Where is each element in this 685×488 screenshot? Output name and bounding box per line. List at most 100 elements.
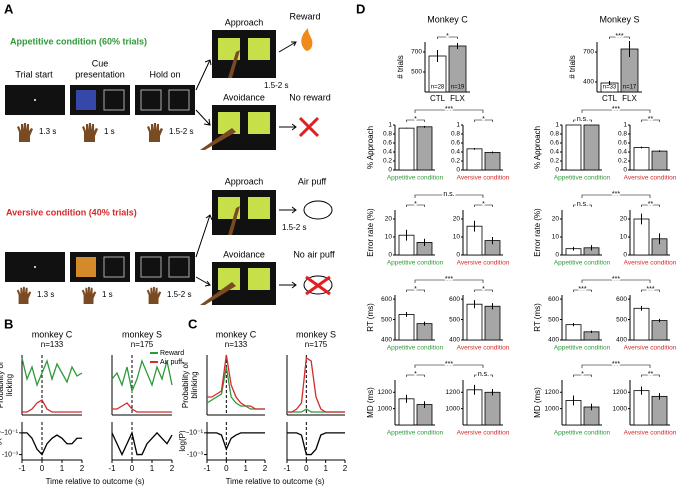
data-line: [206, 366, 265, 410]
outcome-label: Reward: [289, 11, 320, 21]
legend-label: Air puff: [160, 359, 182, 366]
x-tick-label: 0: [40, 464, 45, 473]
outcome-label: Air puff: [298, 176, 327, 186]
sig-label: *: [482, 201, 485, 208]
x-tick-label: -1: [203, 464, 211, 473]
y-tick-label: 500: [381, 316, 392, 323]
bar: [583, 124, 600, 171]
between-bracket: [581, 109, 651, 113]
y-tick-label: 1200: [446, 389, 461, 396]
chart-title: monkey S: [122, 329, 162, 339]
y-tick-label: 0: [388, 167, 392, 174]
x-axis-label: Aversive condition: [624, 345, 677, 352]
y-axis-label: Error rate (%): [533, 208, 542, 257]
x-tick-label: 1: [243, 464, 248, 473]
sig-label: *: [446, 33, 449, 40]
y-axis-label: # trials: [396, 55, 405, 79]
bar: [466, 389, 483, 426]
sig-bracket: [573, 119, 592, 122]
sig-label: **: [648, 371, 654, 378]
sig-label: *: [414, 201, 417, 208]
appetitive-title: Appetitive condition (60% trials): [10, 36, 147, 46]
y-tick-label: 0.4: [383, 149, 392, 156]
y-tick-label: 0.2: [451, 158, 460, 165]
x-axis-label: Aversive condition: [624, 260, 677, 267]
x-tick-label: 1: [60, 464, 65, 473]
x-axis-label: Appetitive condition: [554, 430, 611, 437]
chart-title: Monkey C: [427, 14, 468, 24]
data-line: [207, 354, 265, 410]
between-sig: ***: [612, 361, 620, 368]
x-axis-label: Appetitive condition: [554, 260, 611, 267]
x-axis-label: Time relative to outcome (s): [46, 477, 145, 486]
outcome-label: Approach: [225, 17, 264, 27]
y-tick-label: 1000: [613, 405, 628, 412]
y-tick-label: 1000: [446, 405, 461, 412]
y-tick-label: 0.8: [618, 131, 627, 138]
sig-label: *: [482, 116, 485, 123]
y-tick-label: 0.6: [550, 140, 559, 147]
sig-label: *: [414, 371, 417, 378]
data-line: [21, 357, 83, 387]
bar: [416, 126, 433, 171]
sig-bracket: [406, 119, 425, 122]
bar: [651, 395, 668, 426]
bar: [651, 150, 668, 171]
y-tick-label: 0: [623, 167, 627, 174]
x-axis-label: Time relative to outcome (s): [226, 477, 325, 486]
between-sig: ***: [445, 276, 453, 283]
x-axis-label: Appetitive condition: [387, 345, 444, 352]
n-label: n=17: [623, 85, 637, 91]
y-tick-label: 0: [456, 252, 460, 259]
duration: 1.3 s: [39, 127, 56, 136]
x-axis-label: Aversive condition: [457, 345, 510, 352]
sig-bracket: [474, 204, 493, 207]
x-tick-label: FLX: [450, 94, 465, 103]
outcome-label: Approach: [225, 176, 264, 186]
sig-label: ***: [646, 286, 654, 293]
sig-bracket: [474, 289, 493, 292]
n-label: n=19: [451, 85, 465, 91]
y-tick-label: 500: [616, 316, 627, 323]
y-axis-label: Probability of: [0, 361, 5, 408]
data-line: [207, 432, 265, 451]
sig-label: *: [414, 286, 417, 293]
y-axis-label: licking: [5, 374, 14, 396]
x-tick-label: 1: [150, 464, 155, 473]
y-tick-label: -10⁻³: [2, 451, 19, 458]
y-tick-label: 0.8: [451, 131, 460, 138]
data-line: [22, 399, 82, 413]
sig-bracket: [641, 374, 660, 377]
y-axis-label: RT (ms): [366, 303, 375, 332]
sig-bracket: [573, 289, 592, 292]
y-tick-label: 10: [453, 234, 461, 241]
sig-label: *: [414, 116, 417, 123]
x-axis-label: Appetitive condition: [387, 175, 444, 182]
y-tick-label: 500: [449, 316, 460, 323]
panel-label: C: [188, 316, 198, 331]
between-bracket: [414, 109, 484, 113]
sig-bracket: [641, 204, 660, 207]
sig-bracket: [406, 204, 425, 207]
x-axis-label: Aversive condition: [624, 175, 677, 182]
sig-bracket: [406, 289, 425, 292]
chart-subtitle: n=175: [131, 340, 154, 349]
duration: 1.3 s: [37, 290, 54, 299]
sig-bracket: [573, 204, 592, 207]
outcome-label: No air puff: [293, 249, 335, 259]
delay: 1.5-2 s: [264, 81, 288, 90]
bar: [565, 324, 582, 341]
x-axis-label: Appetitive condition: [554, 175, 611, 182]
chart-title: monkey C: [216, 329, 257, 339]
sig-label: n.s.: [577, 201, 588, 208]
y-tick-label: 1: [388, 122, 392, 129]
y-axis-label: Probability of: [181, 361, 190, 408]
between-sig: ***: [445, 106, 453, 113]
y-tick-label: 700: [411, 49, 422, 56]
chart-title: monkey C: [32, 329, 73, 339]
y-tick-label: 1000: [378, 405, 393, 412]
sig-bracket: [474, 119, 493, 122]
sig-bracket: [641, 289, 660, 292]
y-tick-label: 400: [583, 79, 594, 86]
